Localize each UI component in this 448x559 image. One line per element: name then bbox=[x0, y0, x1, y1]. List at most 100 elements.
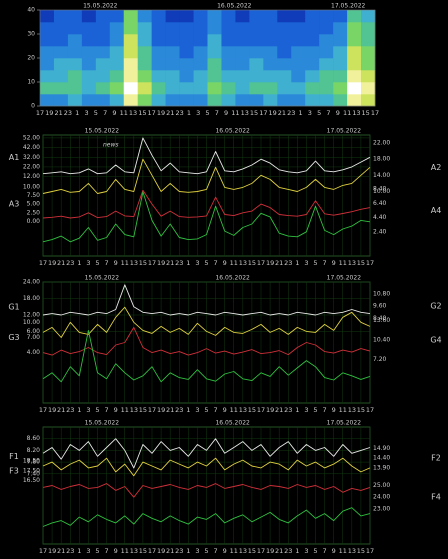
spectrogram-cell bbox=[221, 34, 236, 47]
frame bbox=[39, 9, 376, 107]
y-tick-label: 22.00 bbox=[373, 140, 390, 147]
hour-label: 19 bbox=[268, 109, 276, 117]
spectrogram-cell bbox=[333, 22, 348, 35]
hour-label: 23 bbox=[284, 259, 292, 267]
spectrogram-cell bbox=[347, 34, 362, 47]
hour-label: 3 bbox=[86, 259, 90, 267]
spectrogram-cell bbox=[67, 34, 83, 47]
spectrogram-cell bbox=[193, 46, 208, 59]
y-tick-label: 10.40 bbox=[373, 337, 390, 344]
hour-label: 7 bbox=[214, 406, 218, 414]
spectrogram-cell bbox=[151, 46, 166, 59]
hour-label: 1 bbox=[298, 109, 302, 117]
spectrogram-cell bbox=[333, 34, 348, 47]
hour-label: 9 bbox=[332, 406, 336, 414]
date-label: 17.05.2022 bbox=[331, 3, 366, 10]
date-label: 17.05.2022 bbox=[327, 420, 362, 427]
hour-label: 9 bbox=[332, 547, 336, 555]
spectrogram-cell bbox=[109, 70, 125, 83]
spectrogram-cell bbox=[123, 94, 139, 107]
hour-label: 3 bbox=[304, 547, 308, 555]
hour-label: 21 bbox=[166, 547, 174, 555]
hour-label: 15 bbox=[248, 259, 256, 267]
hour-label: 11 bbox=[339, 259, 347, 267]
hour-label: 11 bbox=[121, 259, 129, 267]
spectrogram-cell bbox=[319, 58, 334, 71]
spectrogram-cell bbox=[67, 22, 83, 35]
hour-label: 21 bbox=[57, 547, 65, 555]
hour-label: 13 bbox=[348, 259, 356, 267]
y-tick-label: 2.50 bbox=[27, 209, 41, 216]
y-tick-label: 32.00 bbox=[23, 154, 40, 161]
series-line bbox=[42, 326, 371, 356]
hour-label: 15 bbox=[250, 109, 258, 117]
spectrogram-cell bbox=[333, 94, 348, 107]
hour-label: 5 bbox=[313, 406, 317, 414]
hour-label: 21 bbox=[275, 547, 283, 555]
spectrogram-cell bbox=[361, 70, 376, 83]
series-name: G1 bbox=[8, 302, 19, 311]
hour-label: 5 bbox=[94, 109, 98, 117]
spectrogram-cell bbox=[207, 22, 222, 35]
spectrogram-cell bbox=[263, 22, 278, 35]
hour-label: 15 bbox=[139, 406, 147, 414]
spectrogram-cell bbox=[95, 82, 111, 95]
spectrogram-cell bbox=[361, 94, 376, 107]
spectrogram-cell bbox=[263, 82, 278, 95]
spectrogram-cell bbox=[137, 22, 152, 35]
date-label: 16.05.2022 bbox=[215, 275, 250, 282]
spectrogram-cell bbox=[67, 82, 83, 95]
spectrogram-cell bbox=[179, 46, 194, 59]
spectrogram-cell bbox=[263, 58, 278, 71]
y-tick-label: 4.00 bbox=[27, 349, 41, 356]
hour-label: 23 bbox=[284, 547, 292, 555]
spectrogram-cell bbox=[151, 10, 166, 23]
hour-label: 13 bbox=[352, 109, 360, 117]
series-name: F4 bbox=[431, 493, 441, 502]
spectrogram-cell bbox=[291, 10, 306, 23]
hour-label: 19 bbox=[45, 109, 53, 117]
hour-label: 13 bbox=[348, 406, 356, 414]
spectrogram-cell bbox=[221, 94, 236, 107]
series-line bbox=[42, 507, 371, 527]
spectrogram-cell bbox=[165, 10, 180, 23]
hour-label: 11 bbox=[121, 406, 129, 414]
spectrogram-cell bbox=[67, 58, 83, 71]
spectrogram-cell bbox=[207, 34, 222, 47]
spectrogram-cell bbox=[347, 58, 362, 71]
y-tick-label: 24.00 bbox=[373, 494, 390, 501]
spectrogram-cell bbox=[109, 82, 125, 95]
spectrogram-cell bbox=[249, 94, 264, 107]
spectrogram-cell bbox=[277, 10, 292, 23]
y-tick-label: 14.90 bbox=[373, 445, 390, 452]
hour-label: 3 bbox=[195, 259, 199, 267]
spectrogram-cell bbox=[333, 10, 348, 23]
spectrogram-cell bbox=[40, 10, 55, 23]
spectrogram-cell bbox=[109, 22, 125, 35]
y-tick-label: 8.20 bbox=[27, 447, 41, 454]
hour-label: 17 bbox=[148, 109, 156, 117]
spectrogram-cell bbox=[193, 94, 208, 107]
hour-label: 15 bbox=[138, 109, 146, 117]
y-tick-label: 2.40 bbox=[373, 228, 387, 235]
spectrogram-cell bbox=[165, 58, 180, 71]
spectrogram-cell bbox=[305, 46, 320, 59]
spectrogram-cell bbox=[291, 82, 306, 95]
hour-label: 17 bbox=[257, 406, 265, 414]
hour-label: 7 bbox=[105, 547, 109, 555]
hour-label: 17 bbox=[257, 547, 265, 555]
hour-label: 19 bbox=[266, 547, 274, 555]
series-line bbox=[42, 284, 371, 316]
hour-label: 19 bbox=[157, 406, 165, 414]
series-line bbox=[42, 438, 371, 469]
watermark: news bbox=[103, 142, 119, 149]
y-tick-label: 17.50 bbox=[23, 467, 40, 474]
hour-label: 21 bbox=[57, 259, 65, 267]
spectrogram-cell bbox=[179, 58, 194, 71]
hour-label: 5 bbox=[95, 259, 99, 267]
spectrogram-cell bbox=[235, 70, 250, 83]
hour-label: 3 bbox=[196, 109, 200, 117]
hour-label: 11 bbox=[230, 259, 238, 267]
series-line bbox=[42, 137, 371, 175]
